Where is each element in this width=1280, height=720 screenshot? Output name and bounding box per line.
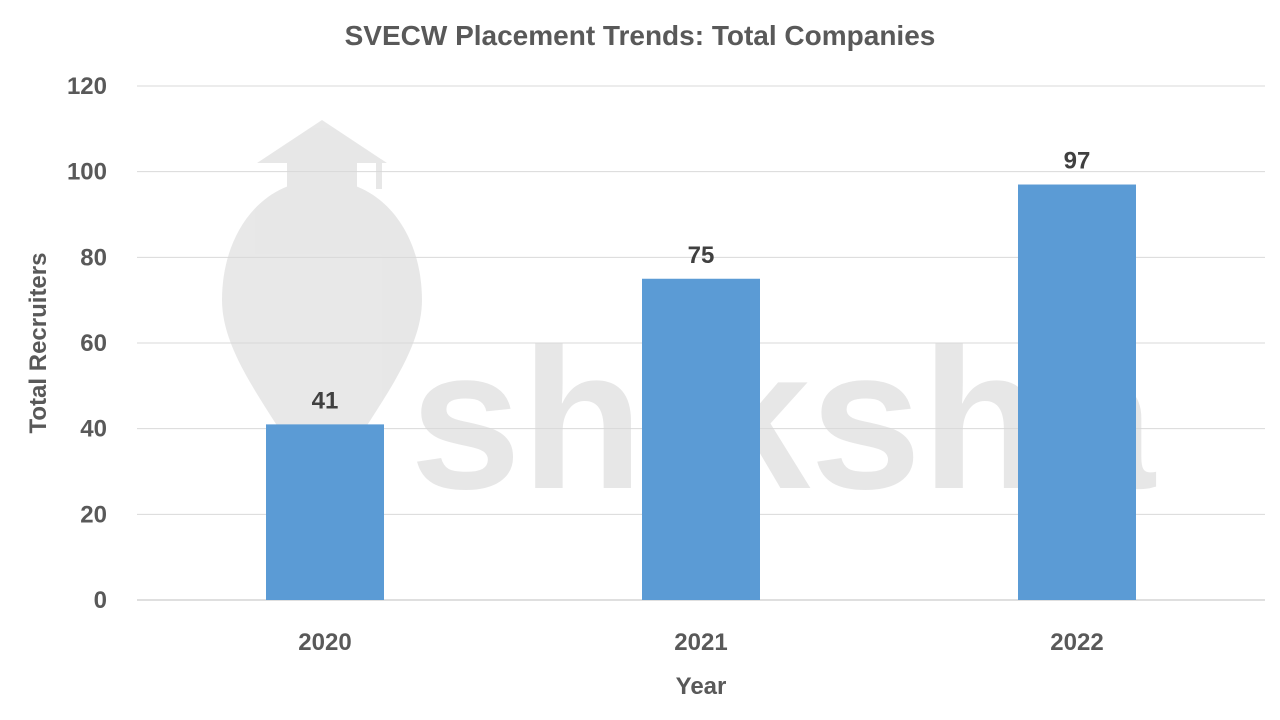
x-tick-labels: 2020 2021 2022 <box>298 629 1103 656</box>
bar-2022 <box>1018 184 1136 600</box>
y-tick-labels: 0 20 40 60 80 100 120 <box>67 73 107 614</box>
data-label: 75 <box>688 242 715 269</box>
x-tick-label: 2022 <box>1050 629 1103 656</box>
y-tick-label: 100 <box>67 159 107 186</box>
y-axis-label: Total Recruiters <box>25 253 52 434</box>
x-tick-label: 2021 <box>674 629 727 656</box>
y-tick-label: 80 <box>80 244 107 271</box>
y-tick-label: 0 <box>94 587 107 614</box>
data-label: 97 <box>1064 148 1091 175</box>
y-tick-label: 120 <box>67 73 107 100</box>
chart-title: SVECW Placement Trends: Total Companies <box>345 20 936 51</box>
bar-2020 <box>266 424 384 600</box>
bar-2021 <box>642 278 760 600</box>
bars <box>266 184 1136 600</box>
y-tick-label: 20 <box>80 501 107 528</box>
data-labels: 41 75 97 <box>312 148 1091 415</box>
x-axis-label: Year <box>676 673 727 700</box>
y-tick-label: 60 <box>80 330 107 357</box>
data-label: 41 <box>312 387 339 414</box>
y-tick-label: 40 <box>80 416 107 443</box>
x-tick-label: 2020 <box>298 629 351 656</box>
